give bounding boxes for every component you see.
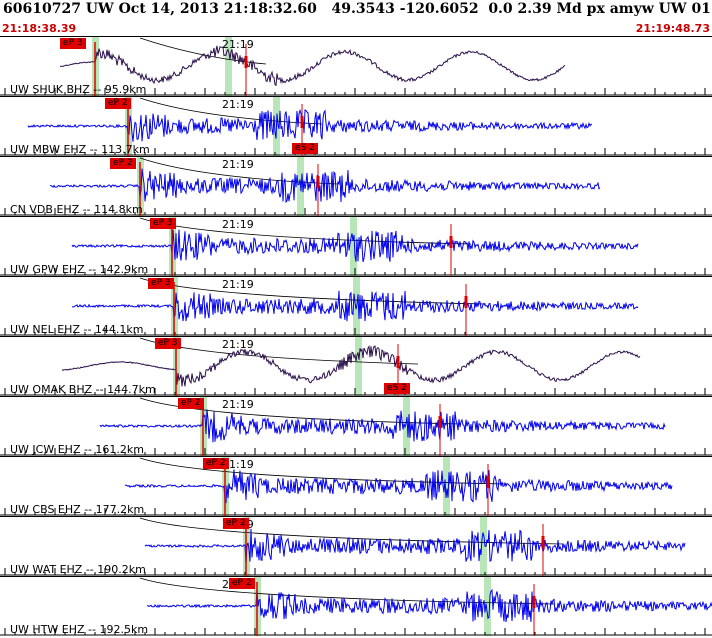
s-window-band [350, 216, 357, 276]
p-pick-label[interactable]: eP 2 [229, 578, 255, 589]
trace-panel[interactable]: 21:19 eP 3 UW SHUK BHZ -- 95.9km [0, 36, 712, 96]
trace-panel[interactable]: 21:19 eP 3 UW NEL EHZ -- 144.1km [0, 276, 712, 336]
trace-panel[interactable]: 21:19 eP 3 UW GPW EHZ -- 142.9km [0, 216, 712, 276]
theoretical-arrival-curve [139, 97, 323, 125]
p-pick-label[interactable]: eP 3 [155, 338, 181, 349]
p-pick-label[interactable]: eP 2 [178, 398, 204, 409]
station-label: UW WAT EHZ -- 190.2km [10, 563, 146, 576]
station-label: UW CBS EHZ -- 177.2km [10, 503, 145, 516]
station-label: UW HTW EHZ -- 192.5km [10, 623, 149, 636]
station-label: UW OMAK BHZ -- 144.7km [10, 383, 156, 396]
s-window-band [443, 456, 450, 516]
waveform [27, 108, 593, 142]
trace-panel[interactable]: 21:19 eP 2 eS 2 UW MBW EHZ -- 113.7km [0, 96, 712, 156]
trace-canvas [0, 36, 712, 96]
trace-canvas [0, 336, 712, 396]
s-pick-label[interactable]: eS 2 [384, 383, 410, 394]
coda-marker-bar [316, 176, 320, 188]
station-label: UW GPW EHZ -- 142.9km [10, 263, 149, 276]
time-mark-label: 21:19 [222, 218, 254, 231]
coda-marker-bar [396, 356, 400, 368]
theoretical-arrival-curve [139, 157, 339, 185]
trace-canvas [0, 516, 712, 576]
trace-panel[interactable]: 21:19 eP 2 UW CBS EHZ -- 177.2km [0, 456, 712, 516]
p-pick-label[interactable]: eP 2 [203, 458, 229, 469]
s-window-band [403, 396, 410, 456]
trace-canvas [0, 276, 712, 336]
time-mark-label: 21:19 [222, 278, 254, 291]
waveform [146, 588, 712, 623]
waveform [49, 168, 601, 203]
p-pick-label[interactable]: eP 2 [223, 518, 249, 529]
time-mark-label: 21:19 [222, 158, 254, 171]
time-mark-label: 21:19 [222, 38, 254, 51]
s-window-band [480, 516, 487, 576]
theoretical-arrival-curve [139, 397, 461, 425]
p-pick-label[interactable]: eP 3 [150, 218, 176, 229]
p-pick-label[interactable]: eP 2 [105, 98, 131, 109]
time-mark-label: 21:19 [222, 458, 254, 471]
coda-marker-bar [464, 296, 468, 308]
trace-panel[interactable]: 21:19 eP 2 UW JCW EHZ -- 161.2km [0, 396, 712, 456]
trace-canvas [0, 576, 712, 636]
coda-marker-bar [438, 416, 442, 428]
coda-marker-bar [300, 116, 304, 128]
event-title: 60610727 UW Oct 14, 2013 21:18:32.60 49.… [3, 1, 712, 17]
waveform [61, 345, 641, 387]
waveform [71, 229, 639, 263]
p-pick-label[interactable]: eP 2 [110, 158, 136, 169]
station-label: CN VDB EHZ -- 114.8km [10, 203, 143, 216]
trace-canvas [0, 96, 712, 156]
time-mark-label: 21:19 [222, 338, 254, 351]
trace-canvas [0, 396, 712, 456]
s-window-band [225, 36, 232, 96]
trace-canvas [0, 216, 712, 276]
station-label: UW NEL EHZ -- 144.1km [10, 323, 144, 336]
theoretical-arrival-curve [139, 577, 555, 605]
coda-marker-bar [449, 236, 453, 248]
trace-panel[interactable]: 21:19 eP 3 eS 2 UW OMAK BHZ -- 144.7km [0, 336, 712, 396]
p-pick-label[interactable]: eP 3 [60, 38, 86, 49]
station-label: UW MBW EHZ -- 113.7km [10, 143, 150, 156]
time-mark-label: 21:19 [222, 98, 254, 111]
theoretical-arrival-curve [139, 517, 564, 545]
waveform [99, 409, 666, 443]
s-pick-label[interactable]: eS 2 [292, 143, 318, 154]
window-start-time: 21:18:38.39 [2, 22, 77, 35]
waveform [144, 528, 686, 564]
coda-marker-bar [532, 596, 536, 608]
s-window-band [484, 576, 491, 636]
window-end-time: 21:19:48.73 [635, 22, 710, 35]
header: 60610727 UW Oct 14, 2013 21:18:32.60 49.… [0, 0, 712, 36]
station-label: UW SHUK BHZ -- 95.9km [10, 83, 147, 96]
time-mark-label: 21:19 [222, 398, 254, 411]
station-label: UW JCW EHZ -- 161.2km [10, 443, 144, 456]
s-window-band [355, 336, 362, 396]
coda-marker-bar [244, 56, 248, 68]
trace-canvas [0, 456, 712, 516]
p-pick-label[interactable]: eP 3 [148, 278, 174, 289]
waveform [59, 45, 566, 87]
waveform [124, 469, 673, 504]
waveform [71, 290, 639, 322]
coda-marker-bar [486, 476, 490, 488]
coda-marker-bar [541, 536, 545, 548]
trace-panel[interactable]: 21:19 eP 2 CN VDB EHZ -- 114.8km [0, 156, 712, 216]
trace-canvas [0, 156, 712, 216]
